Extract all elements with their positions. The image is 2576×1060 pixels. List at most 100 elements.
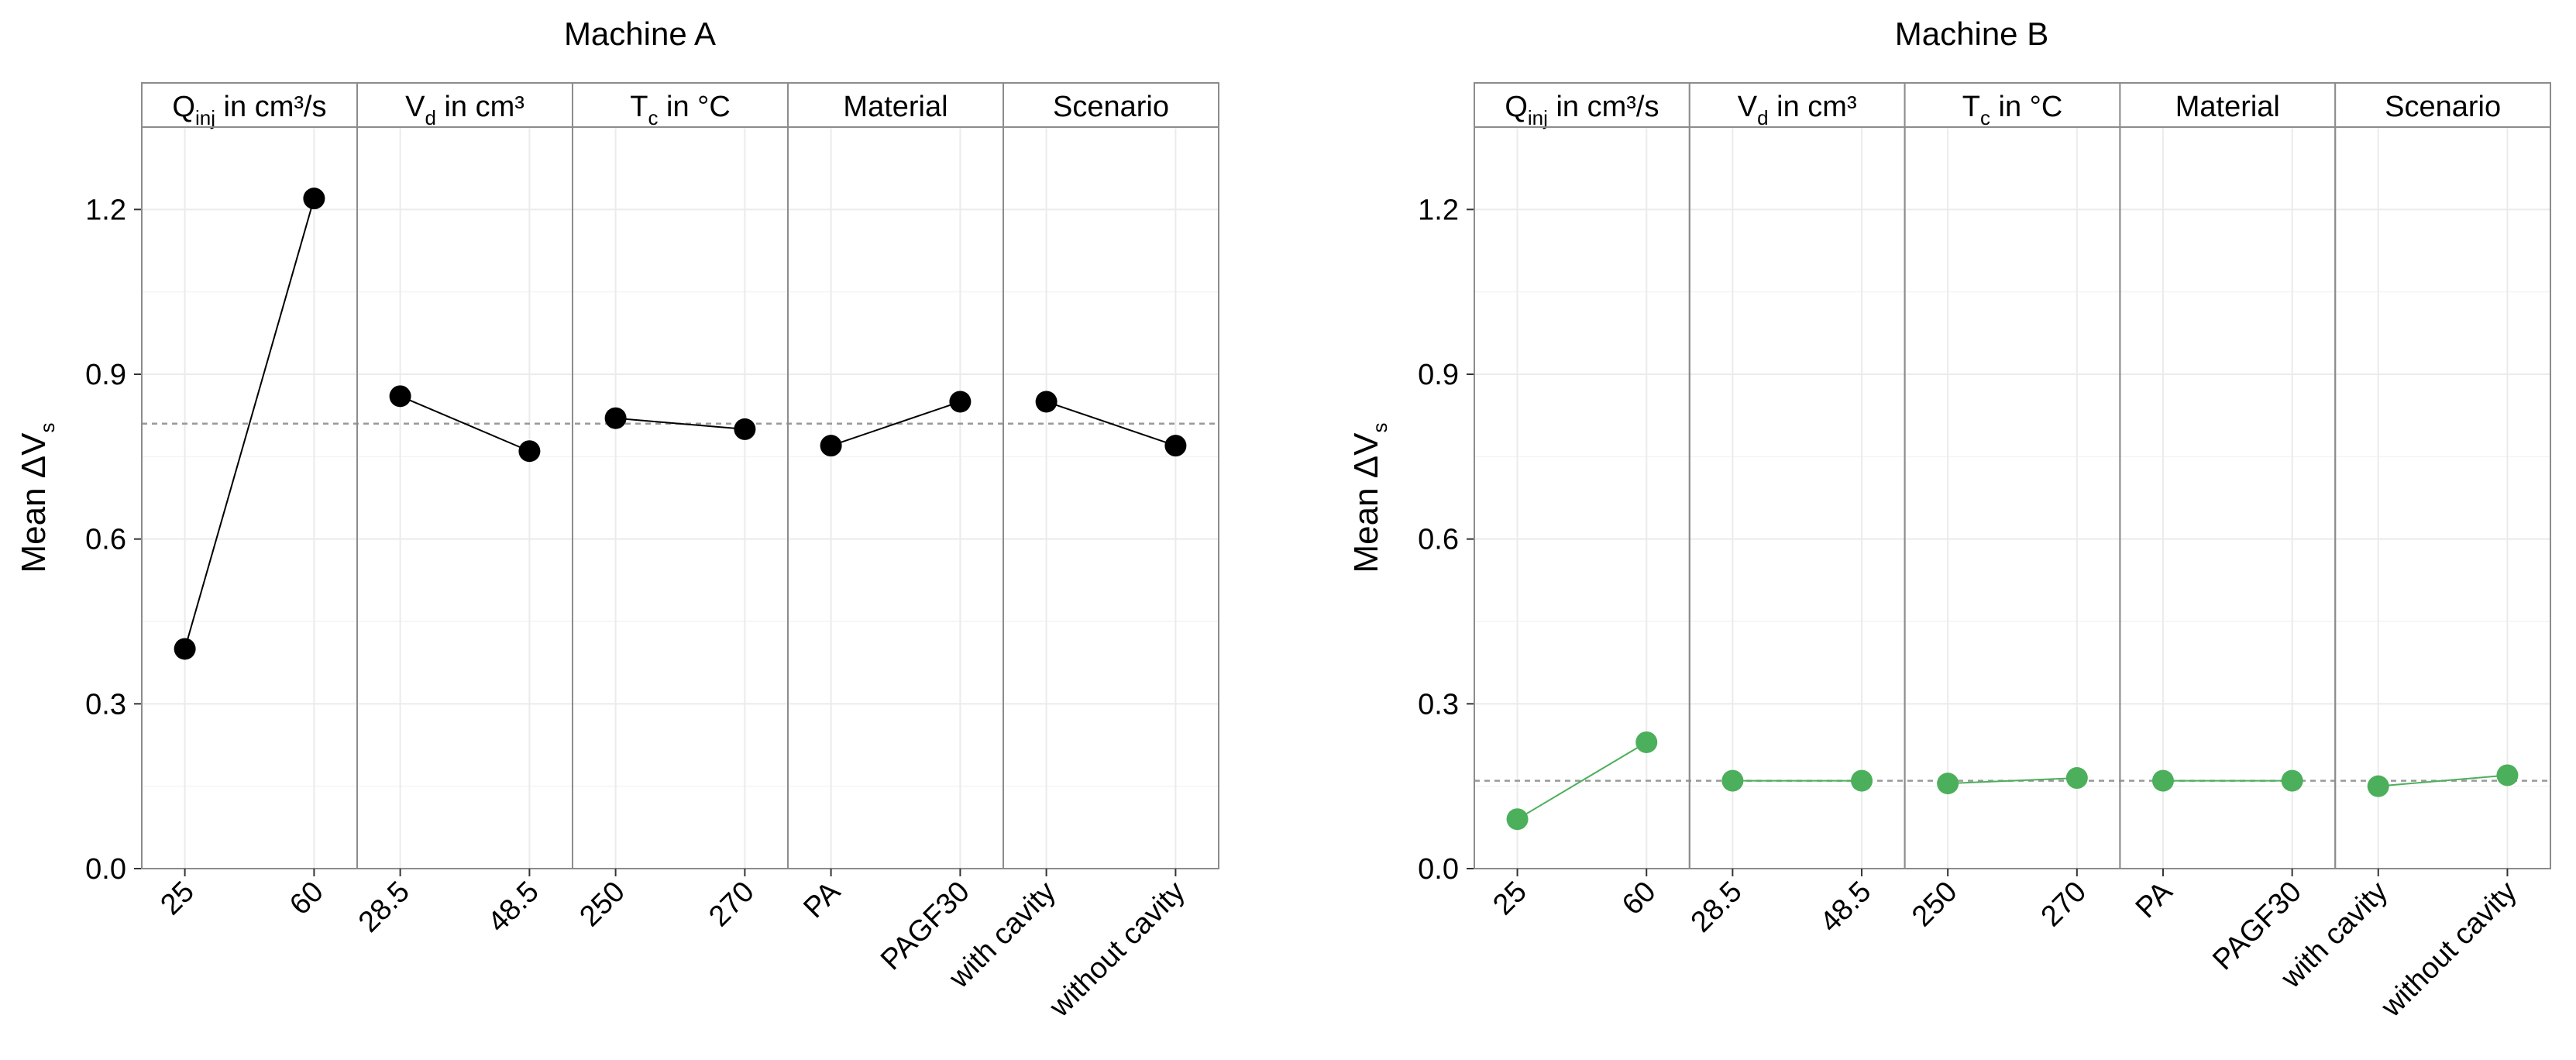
panel-header-main: V <box>1738 91 1758 123</box>
panel-header-main: Q <box>1505 91 1528 123</box>
panel-header-rest: in cm³/s <box>215 91 327 123</box>
data-point <box>820 435 842 457</box>
data-point <box>1851 769 1873 792</box>
data-point <box>2065 767 2088 790</box>
data-point <box>174 638 196 660</box>
panel-border <box>572 126 789 869</box>
panel-border <box>356 126 573 869</box>
y-tick-label: 0.6 <box>85 524 126 556</box>
x-tick-label: 28.5 <box>1685 876 1749 939</box>
series-line <box>1046 401 1176 447</box>
data-point <box>303 188 325 210</box>
panel-header-box <box>2334 82 2551 128</box>
panel-border <box>1003 126 1219 869</box>
panel-border <box>1474 126 1690 869</box>
x-tick-label: 250 <box>1906 876 1964 934</box>
panel-header-label: Qinj in cm³/s <box>1505 91 1659 129</box>
data-point <box>1937 773 1959 795</box>
y-tick-label: 0.9 <box>85 359 126 391</box>
data-point <box>949 391 972 413</box>
x-tick-label: 28.5 <box>353 876 416 939</box>
x-tick-label: 60 <box>284 876 330 922</box>
panel-header-label: Tc in °C <box>630 91 731 129</box>
series-line <box>184 198 315 649</box>
y-tick-label: 0.9 <box>1418 359 1459 391</box>
y-tick-label: 0.3 <box>85 688 126 721</box>
panel-header-main: Material <box>2175 91 2280 123</box>
x-tick-label: 48.5 <box>1814 876 1877 939</box>
panel-header-label: Vd in cm³ <box>405 91 524 129</box>
data-point <box>1164 435 1187 457</box>
data-point <box>1635 731 1658 753</box>
chart-machine-b: Machine B Mean ΔVs 0.0 0.3 0.6 0.9 1.2 Qinj in … <box>1347 15 2551 1024</box>
y-tick-label: 0.0 <box>1418 853 1459 886</box>
panel-header-rest: in cm³ <box>1769 91 1857 123</box>
panel-header-label: Vd in cm³ <box>1738 91 1857 129</box>
y-axis-title: Mean ΔVs <box>15 422 59 573</box>
x-tick-label: 250 <box>573 876 631 934</box>
y-axis-title: Mean ΔVs <box>1347 422 1391 573</box>
y-tick-label: 1.2 <box>1418 194 1459 226</box>
panel-header-subscript: c <box>1980 106 1990 129</box>
x-tick-label: 270 <box>2035 876 2093 934</box>
y-axis-title-subscript: s <box>1368 422 1391 432</box>
panel-header-main: Scenario <box>1053 91 1169 123</box>
data-point <box>1721 769 1744 792</box>
data-point <box>2281 769 2303 792</box>
panel-header-label: Material <box>2175 91 2280 123</box>
panel-header-main: Material <box>843 91 948 123</box>
panel-border <box>787 126 1004 869</box>
panel-header-rest: in °C <box>1990 91 2062 123</box>
panel-1: Vd in cm³ 28.5 48.5 <box>353 82 573 939</box>
x-tick-label: without cavity <box>1043 876 1192 1024</box>
series-line <box>1517 742 1647 821</box>
data-point <box>1506 808 1529 831</box>
data-point <box>2367 775 2389 797</box>
data-point <box>2151 769 2174 792</box>
chart-title: Machine B <box>1895 15 2048 52</box>
series-line <box>1948 777 2077 785</box>
series-line <box>400 395 530 453</box>
panel-header-label: Scenario <box>2385 91 2501 123</box>
panel-header-label: Tc in °C <box>1962 91 2063 129</box>
series-line <box>615 417 745 430</box>
panel-header-label: Qinj in cm³/s <box>172 91 326 129</box>
data-point <box>734 418 756 440</box>
panel-border <box>1688 126 1906 869</box>
panel-header-main: T <box>630 91 648 123</box>
panel-2: Tc in °C 250 270 <box>572 82 789 934</box>
panel-border <box>2119 126 2337 869</box>
data-point <box>604 407 627 429</box>
panel-1: Vd in cm³ 28.5 48.5 <box>1685 82 1906 939</box>
panel-border <box>141 126 358 869</box>
panel-header-subscript: c <box>648 106 658 129</box>
panel-border <box>1904 126 2121 869</box>
x-tick-label: 25 <box>1487 876 1533 922</box>
panel-header-main: V <box>405 91 425 123</box>
panel-header-subscript: d <box>425 106 435 129</box>
data-point <box>1035 391 1058 413</box>
data-point <box>518 440 541 463</box>
x-tick-label: 48.5 <box>482 876 545 939</box>
data-point <box>2496 764 2519 786</box>
y-axis-title-main: Mean ΔV <box>15 432 53 573</box>
x-tick-label: 270 <box>703 876 761 934</box>
panel-header-main: Q <box>172 91 195 123</box>
panel-header-subscript: d <box>1757 106 1768 129</box>
x-tick-label: PA <box>797 875 847 924</box>
panel-border <box>2334 126 2551 869</box>
y-axis-title-subscript: s <box>36 422 59 432</box>
panel-header-label: Material <box>843 91 948 123</box>
panel-header-box <box>1474 82 1690 128</box>
y-tick-label: 0.0 <box>85 853 126 886</box>
panel-2: Tc in °C 250 270 <box>1904 82 2121 934</box>
panel-header-label: Scenario <box>1053 91 1169 123</box>
panel-header-rest: in cm³/s <box>1548 91 1659 123</box>
series-line <box>2378 774 2508 787</box>
x-tick-label: without cavity <box>2375 876 2523 1024</box>
